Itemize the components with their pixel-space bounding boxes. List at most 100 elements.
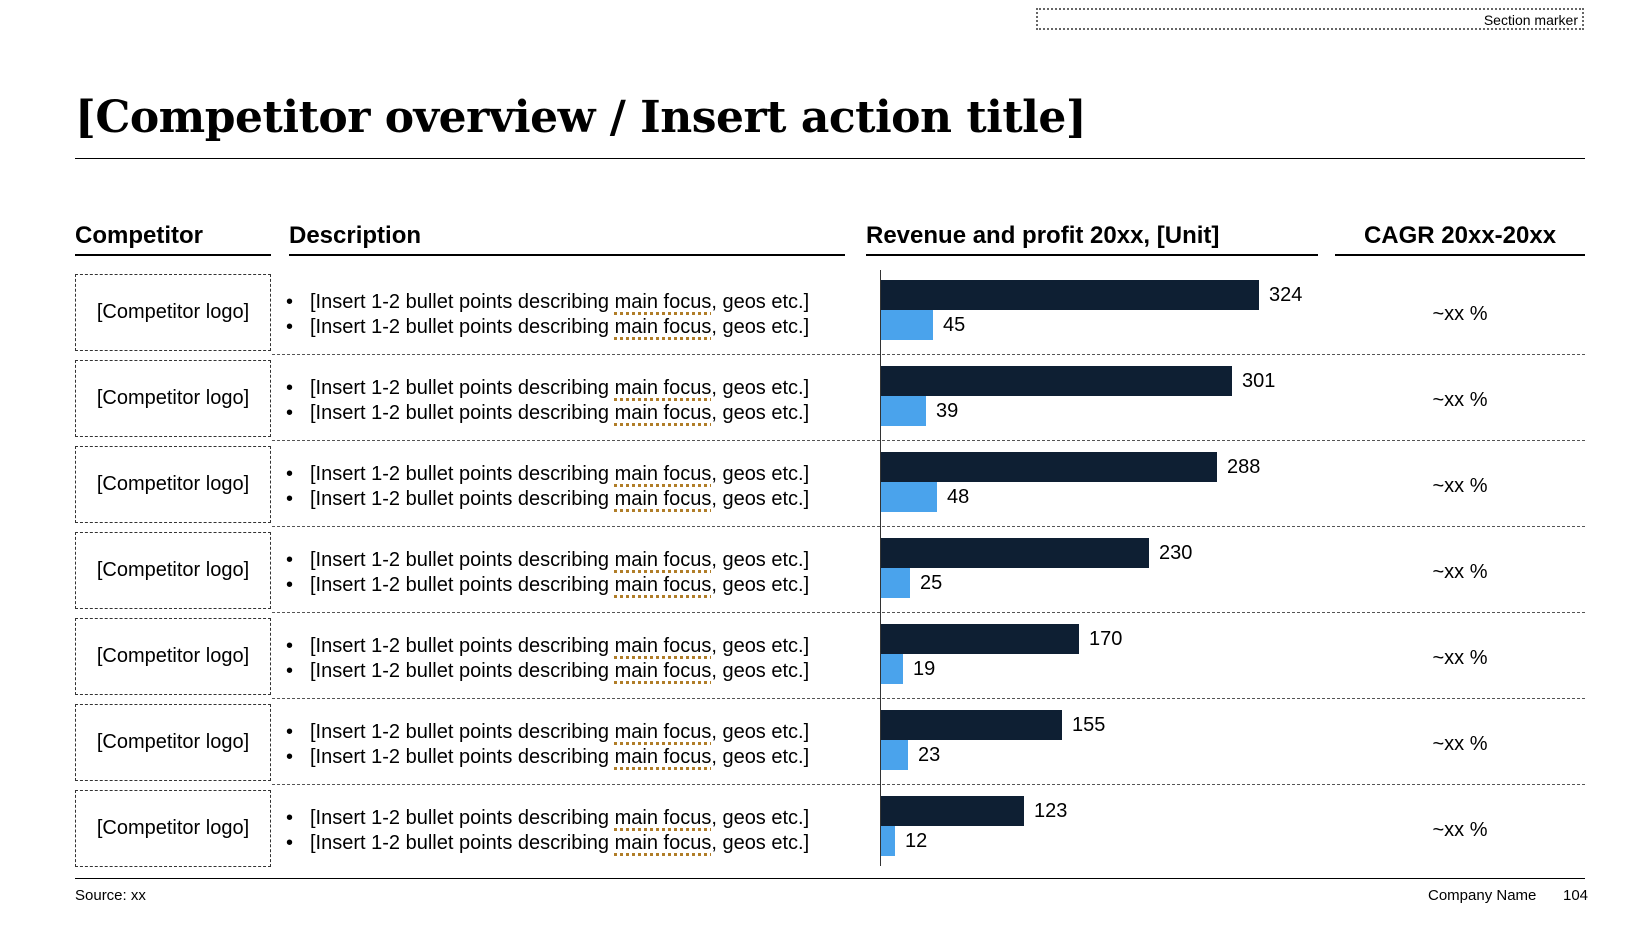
column-header-description: Description: [289, 222, 422, 249]
revenue-value-label: 288: [1227, 456, 1261, 478]
profit-bar: [881, 310, 933, 340]
bullet-text-focus: main focus: [614, 635, 712, 657]
column-header-chart: Revenue and profit 20xx, [Unit]: [866, 222, 1220, 249]
revenue-value-label: 301: [1242, 370, 1276, 392]
description-bullet: • [Insert 1-2 bullet points describing ma…: [286, 548, 809, 573]
profit-bar: [881, 740, 908, 770]
column-header-competitor: Competitor: [75, 222, 203, 249]
bullet-text-end: , geos etc.]: [711, 316, 810, 338]
competitor-description: • [Insert 1-2 bullet points describing ma…: [286, 376, 809, 426]
bullet-glyph: •: [286, 377, 294, 399]
title-divider: [75, 158, 1585, 159]
section-marker: Section marker: [1036, 8, 1584, 30]
revenue-bar: [881, 624, 1079, 654]
bullet-text-end: , geos etc.]: [711, 832, 810, 854]
bullet-text-start: [Insert 1-2 bullet points describing: [310, 463, 615, 485]
cagr-value: ~xx %: [1432, 733, 1488, 755]
profit-bar: [881, 826, 895, 856]
bullet-text-end: , geos etc.]: [711, 291, 810, 313]
description-bullet: • [Insert 1-2 bullet points describing ma…: [286, 831, 809, 856]
cagr-value: ~xx %: [1432, 647, 1488, 669]
bullet-glyph: •: [286, 316, 294, 338]
competitor-description: • [Insert 1-2 bullet points describing ma…: [286, 806, 809, 856]
bullet-text-end: , geos etc.]: [711, 377, 810, 399]
profit-bar: [881, 568, 910, 598]
bullet-text-start: [Insert 1-2 bullet points describing: [310, 807, 615, 829]
row-separator: [272, 698, 1585, 699]
competitor-logo-placeholder: [Competitor logo]: [75, 790, 271, 867]
column-header-cagr: CAGR 20xx-20xx: [1363, 222, 1557, 249]
profit-value-label: 25: [920, 572, 943, 594]
description-bullet: • [Insert 1-2 bullet points describing ma…: [286, 806, 809, 831]
revenue-bar: [881, 796, 1024, 826]
footer-divider: [75, 878, 1585, 879]
bullet-text-focus: main focus: [614, 291, 712, 313]
bullet-text-start: [Insert 1-2 bullet points describing: [310, 746, 615, 768]
bullet-text-start: [Insert 1-2 bullet points describing: [310, 635, 615, 657]
description-bullet: • [Insert 1-2 bullet points describing ma…: [286, 376, 809, 401]
cagr-value: ~xx %: [1432, 561, 1488, 583]
column-rule-chart: [866, 254, 1318, 256]
bullet-glyph: •: [286, 463, 294, 485]
competitor-logo-placeholder: [Competitor logo]: [75, 360, 271, 437]
bullet-text-start: [Insert 1-2 bullet points describing: [310, 660, 615, 682]
competitor-description: • [Insert 1-2 bullet points describing ma…: [286, 290, 809, 340]
bullet-text-focus: main focus: [614, 574, 712, 596]
competitor-logo-placeholder: [Competitor logo]: [75, 274, 271, 351]
page-number: 104: [1563, 887, 1589, 904]
bullet-text-focus: main focus: [614, 402, 712, 424]
description-bullet: • [Insert 1-2 bullet points describing ma…: [286, 290, 809, 315]
bullet-text-start: [Insert 1-2 bullet points describing: [310, 377, 615, 399]
description-bullet: • [Insert 1-2 bullet points describing ma…: [286, 573, 809, 598]
description-bullet: • [Insert 1-2 bullet points describing ma…: [286, 634, 809, 659]
revenue-value-label: 324: [1269, 284, 1303, 306]
bullet-text-focus: main focus: [614, 316, 712, 338]
bullet-text-focus: main focus: [614, 488, 712, 510]
row-separator: [272, 354, 1585, 355]
bullet-text-end: , geos etc.]: [711, 660, 810, 682]
bullet-text-focus: main focus: [614, 746, 712, 768]
bullet-text-focus: main focus: [614, 807, 712, 829]
cagr-value: ~xx %: [1432, 819, 1488, 841]
bullet-glyph: •: [286, 660, 294, 682]
bullet-glyph: •: [286, 488, 294, 510]
competitor-logo-placeholder: [Competitor logo]: [75, 446, 271, 523]
bullet-text-start: [Insert 1-2 bullet points describing: [310, 291, 615, 313]
bullet-text-end: , geos etc.]: [711, 488, 810, 510]
page-title: [Competitor overview / Insert action tit…: [75, 92, 1087, 143]
bullet-glyph: •: [286, 832, 294, 854]
revenue-bar: [881, 452, 1217, 482]
source-note: Source: xx: [75, 887, 146, 904]
cagr-value: ~xx %: [1432, 303, 1488, 325]
row-separator: [272, 440, 1585, 441]
bullet-glyph: •: [286, 721, 294, 743]
description-bullet: • [Insert 1-2 bullet points describing ma…: [286, 462, 809, 487]
profit-value-label: 12: [905, 830, 928, 852]
bullet-text-focus: main focus: [614, 832, 712, 854]
revenue-bar: [881, 710, 1062, 740]
bullet-text-end: , geos etc.]: [711, 635, 810, 657]
competitor-logo-placeholder: [Competitor logo]: [75, 532, 271, 609]
description-bullet: • [Insert 1-2 bullet points describing ma…: [286, 401, 809, 426]
bullet-text-start: [Insert 1-2 bullet points describing: [310, 549, 615, 571]
chart-axis: [880, 270, 881, 866]
bullet-text-end: , geos etc.]: [711, 463, 810, 485]
bullet-text-focus: main focus: [614, 660, 712, 682]
bullet-text-focus: main focus: [614, 463, 712, 485]
row-separator: [272, 612, 1585, 613]
description-bullet: • [Insert 1-2 bullet points describing ma…: [286, 745, 809, 770]
bullet-text-start: [Insert 1-2 bullet points describing: [310, 402, 615, 424]
column-rule-competitor: [75, 254, 271, 256]
bullet-text-focus: main focus: [614, 377, 712, 399]
competitor-description: • [Insert 1-2 bullet points describing ma…: [286, 462, 809, 512]
profit-value-label: 39: [936, 400, 959, 422]
competitor-logo-placeholder: [Competitor logo]: [75, 704, 271, 781]
profit-bar: [881, 482, 937, 512]
bullet-glyph: •: [286, 402, 294, 424]
profit-value-label: 23: [918, 744, 941, 766]
row-separator: [272, 526, 1585, 527]
bullet-text-end: , geos etc.]: [711, 721, 810, 743]
cagr-value: ~xx %: [1432, 475, 1488, 497]
description-bullet: • [Insert 1-2 bullet points describing ma…: [286, 659, 809, 684]
bullet-text-end: , geos etc.]: [711, 549, 810, 571]
